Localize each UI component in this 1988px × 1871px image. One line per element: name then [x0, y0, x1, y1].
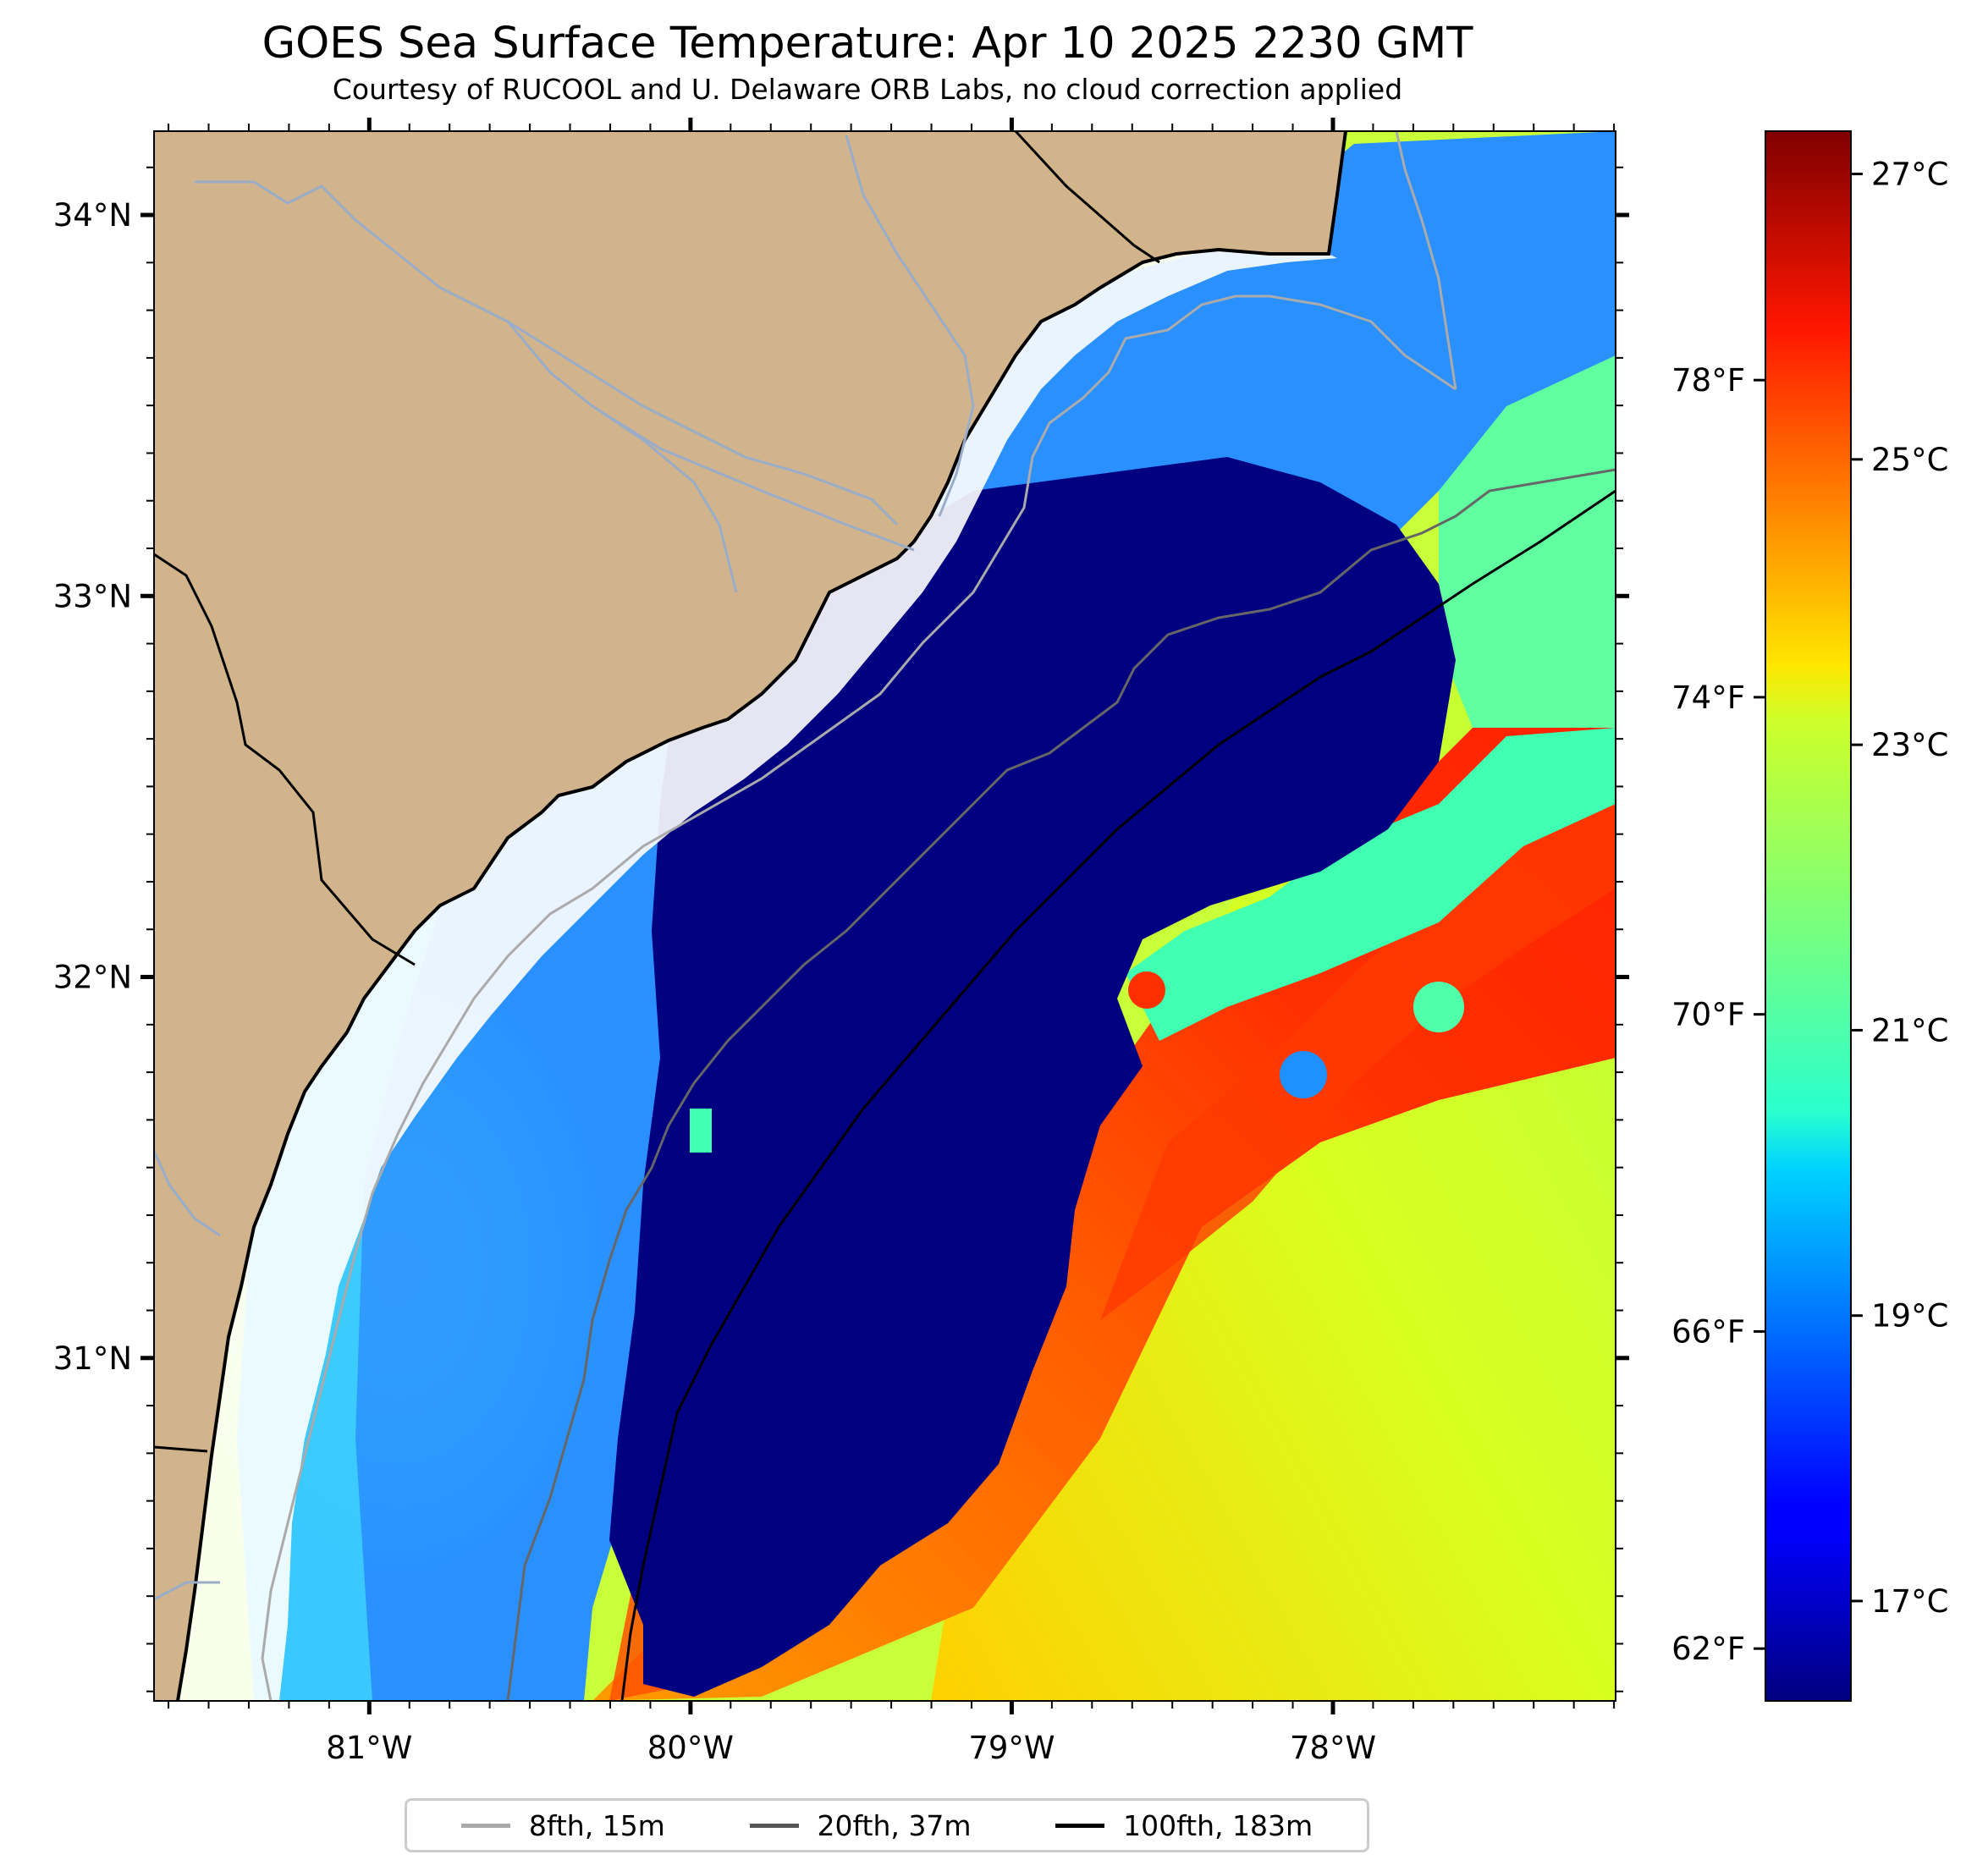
map-subtitle: Courtesy of RUCOOL and U. Delaware ORB L…	[332, 73, 1403, 106]
legend-item-8fth: 8fth, 15m	[460, 1808, 665, 1842]
celsius-tick-label: 17°C	[1871, 1583, 1948, 1620]
lon-tick-label: 78°W	[1290, 1730, 1376, 1766]
fahrenheit-tick-label: 74°F	[1671, 680, 1745, 716]
legend-swatch	[1055, 1823, 1105, 1828]
eddy	[1280, 1051, 1327, 1098]
celsius-tick-label: 19°C	[1871, 1298, 1948, 1334]
lat-tick-label: 33°N	[53, 578, 132, 614]
celsius-tick-label: 21°C	[1871, 1012, 1948, 1048]
colorbar	[1765, 130, 1852, 1702]
lon-tick-label: 81°W	[326, 1730, 412, 1766]
lon-tick-marks: 81°W 80°W 79°W 78°W	[168, 118, 1616, 1766]
legend-swatch	[749, 1823, 799, 1828]
legend-item-100fth: 100fth, 183m	[1055, 1809, 1313, 1842]
eddy	[1128, 971, 1165, 1009]
fahrenheit-tick-label: 66°F	[1671, 1313, 1745, 1350]
legend-item-20fth: 20fth, 37m	[749, 1808, 972, 1842]
isobath-183m	[620, 489, 1616, 1701]
map-area	[154, 131, 1616, 1701]
northeast-water	[1439, 355, 1616, 728]
legend-label: 8fth, 15m	[528, 1808, 665, 1842]
fahrenheit-tick-label: 62°F	[1671, 1631, 1745, 1667]
land	[154, 131, 1346, 1701]
colorbar-ticks: 27°C 25°C 23°C 21°C 19°C 17°C 78°F 74°F 70°F 66°F…	[1671, 157, 1948, 1668]
map-frame	[153, 130, 1616, 1702]
legend-label: 100fth, 183m	[1123, 1808, 1313, 1842]
eddy	[1413, 982, 1464, 1032]
lat-tick-label: 31°N	[53, 1340, 132, 1377]
legend-label: 20fth, 37m	[817, 1808, 972, 1842]
fahrenheit-tick-label: 78°F	[1671, 362, 1745, 399]
coastline	[176, 131, 1347, 1701]
state-borders	[154, 131, 1160, 1453]
warm-pixel-patch	[690, 1109, 712, 1153]
fahrenheit-tick-label: 70°F	[1671, 997, 1745, 1033]
celsius-tick-label: 23°C	[1871, 727, 1948, 763]
nearshore-nodata	[178, 250, 1337, 1701]
lon-tick-label: 80°W	[647, 1730, 734, 1766]
legend-swatch	[460, 1823, 510, 1828]
isobath-legend: 8fth, 15m 20fth, 37m 100fth, 183m	[405, 1798, 1369, 1852]
lat-tick-label: 32°N	[53, 960, 132, 996]
rivers	[154, 135, 975, 1601]
lon-tick-label: 79°W	[968, 1730, 1055, 1766]
map-title: GOES Sea Surface Temperature: Apr 10 202…	[262, 19, 1473, 69]
frontal-zone	[1126, 728, 1616, 1041]
isobath-37m	[506, 468, 1616, 1701]
lat-tick-marks: 34°N 33°N 32°N 31°N	[53, 166, 1629, 1692]
cold-core	[609, 457, 1456, 1697]
lat-tick-label: 34°N	[53, 197, 132, 234]
celsius-tick-label: 25°C	[1871, 442, 1948, 478]
isobath-15m	[261, 131, 1457, 1701]
celsius-tick-label: 27°C	[1871, 157, 1948, 193]
